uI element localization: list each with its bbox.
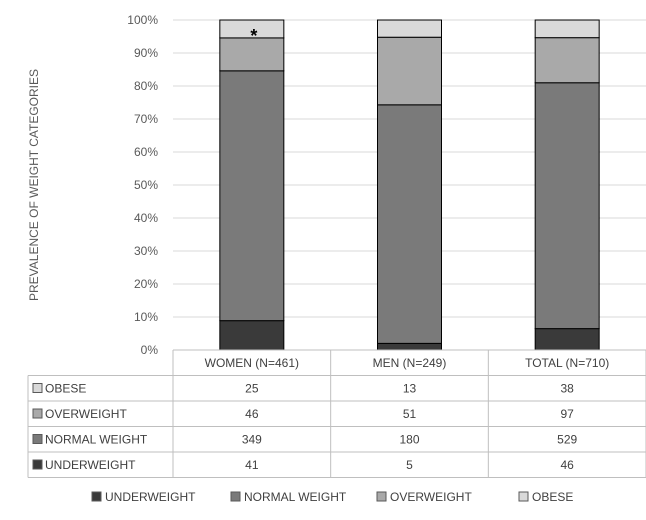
y-tick-label: 60% bbox=[134, 145, 158, 159]
y-tick-label: 90% bbox=[134, 46, 158, 60]
bar-segment bbox=[377, 342, 442, 351]
table-cell-value: 5 bbox=[406, 458, 413, 472]
table-row-label: UNDERWEIGHT bbox=[45, 458, 136, 472]
table-cell-value: 41 bbox=[245, 458, 259, 472]
bar-segment bbox=[219, 37, 285, 72]
legend-swatch bbox=[518, 491, 529, 502]
y-tick-label: 20% bbox=[134, 277, 158, 291]
legend-label: OBESE bbox=[532, 490, 573, 504]
y-tick-label: 50% bbox=[134, 178, 158, 192]
y-tick-label: 70% bbox=[134, 112, 158, 126]
bar-segment bbox=[534, 82, 600, 330]
table-row-label: OVERWEIGHT bbox=[45, 407, 127, 421]
table-legend-key bbox=[32, 383, 43, 393]
y-tick-label: 30% bbox=[134, 244, 158, 258]
legend-label: UNDERWEIGHT bbox=[105, 490, 196, 504]
legend-label: NORMAL WEIGHT bbox=[244, 490, 347, 504]
bar-segment bbox=[534, 19, 600, 39]
table-cell-value: 529 bbox=[557, 433, 577, 447]
bar-segment bbox=[377, 19, 442, 38]
bar-segment bbox=[534, 328, 600, 351]
y-tick-label: 80% bbox=[134, 79, 158, 93]
bar-segment bbox=[219, 19, 285, 39]
category-label: MEN (N=249) bbox=[373, 356, 447, 370]
category-label: TOTAL (N=710) bbox=[525, 356, 609, 370]
legend-label: OVERWEIGHT bbox=[390, 490, 472, 504]
legend-swatch bbox=[376, 491, 387, 502]
bar-segment bbox=[377, 104, 442, 344]
table-legend-key bbox=[32, 408, 43, 419]
category-label: WOMEN (N=461) bbox=[205, 356, 299, 370]
table-cell-value: 25 bbox=[245, 382, 259, 396]
table-cell-value: 38 bbox=[560, 382, 574, 396]
bar-segment bbox=[219, 320, 285, 351]
table-cell-value: 349 bbox=[242, 433, 262, 447]
y-axis-title: PREVALENCE OF WEIGHT CATEGORIES bbox=[27, 69, 41, 301]
table-cell-value: 46 bbox=[245, 407, 259, 421]
table-cell-value: 13 bbox=[403, 382, 417, 396]
significance-annotation: * bbox=[250, 26, 257, 46]
table-cell-value: 97 bbox=[560, 407, 574, 421]
table-legend-key bbox=[32, 459, 43, 470]
table-cell-value: 51 bbox=[403, 407, 417, 421]
y-tick-label: 40% bbox=[134, 211, 158, 225]
table-cell-value: 180 bbox=[399, 433, 419, 447]
table-cell-value: 46 bbox=[560, 458, 574, 472]
bar-segment bbox=[219, 70, 285, 322]
table-row-label: OBESE bbox=[45, 382, 86, 396]
bar-segment bbox=[377, 36, 442, 106]
y-tick-label: 100% bbox=[127, 13, 158, 27]
bar-segment bbox=[534, 37, 600, 84]
y-tick-label: 0% bbox=[141, 343, 159, 357]
legend-swatch bbox=[91, 491, 102, 502]
table-legend-key bbox=[32, 434, 43, 444]
y-tick-label: 10% bbox=[134, 310, 158, 324]
table-row-label: NORMAL WEIGHT bbox=[45, 433, 148, 447]
legend-swatch bbox=[230, 491, 241, 502]
